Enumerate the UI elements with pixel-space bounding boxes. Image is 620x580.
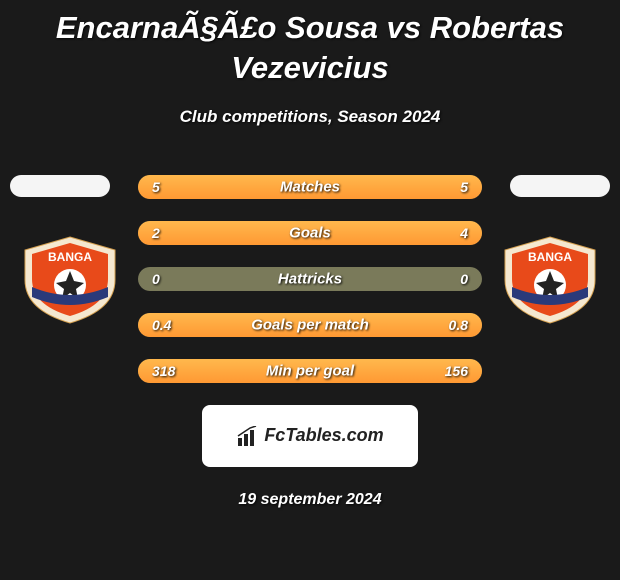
club-badge-right: BANGA [500, 235, 600, 325]
stat-value-right: 0.8 [449, 317, 468, 333]
stat-label: Hattricks [278, 270, 342, 287]
stat-value-left: 318 [152, 363, 175, 379]
subtitle: Club competitions, Season 2024 [0, 107, 620, 127]
stats-table: 5 5 Matches 2 4 Goals 0 0 Hattricks 0.4 0.8 Goals p… [138, 175, 482, 383]
stat-label: Goals per match [251, 316, 369, 333]
stat-label: Goals [289, 224, 331, 241]
page-title: EncarnaÃ§Ã£o Sousa vs Robertas Vezeviciu… [0, 0, 620, 89]
stat-row: 5 5 Matches [138, 175, 482, 199]
stat-bar-right [252, 221, 482, 245]
stat-value-right: 0 [460, 271, 468, 287]
club-name-right: BANGA [528, 250, 572, 264]
stat-row: 0.4 0.8 Goals per match [138, 313, 482, 337]
stat-value-right: 156 [445, 363, 468, 379]
stat-value-left: 5 [152, 179, 160, 195]
stat-label: Matches [280, 178, 340, 195]
country-flag-right [510, 175, 610, 197]
stat-value-left: 2 [152, 225, 160, 241]
country-flag-left [10, 175, 110, 197]
stat-value-left: 0 [152, 271, 160, 287]
stat-value-right: 4 [460, 225, 468, 241]
date-text: 19 september 2024 [0, 491, 620, 509]
stat-label: Min per goal [266, 362, 354, 379]
stat-value-left: 0.4 [152, 317, 171, 333]
comparison-panel: BANGA BANGA 55Matches24Goals00Hattricks0… [0, 175, 620, 509]
stat-row: 0 0 Hattricks [138, 267, 482, 291]
stat-row: 318 156 Min per goal [138, 359, 482, 383]
stat-row: 2 4 Goals [138, 221, 482, 245]
stat-value-right: 5 [460, 179, 468, 195]
brand-text: FcTables.com [264, 425, 383, 446]
club-badge-left: BANGA [20, 235, 120, 325]
brand-badge[interactable]: FcTables.com [202, 405, 418, 467]
chart-icon [236, 426, 260, 446]
club-name-left: BANGA [48, 250, 92, 264]
